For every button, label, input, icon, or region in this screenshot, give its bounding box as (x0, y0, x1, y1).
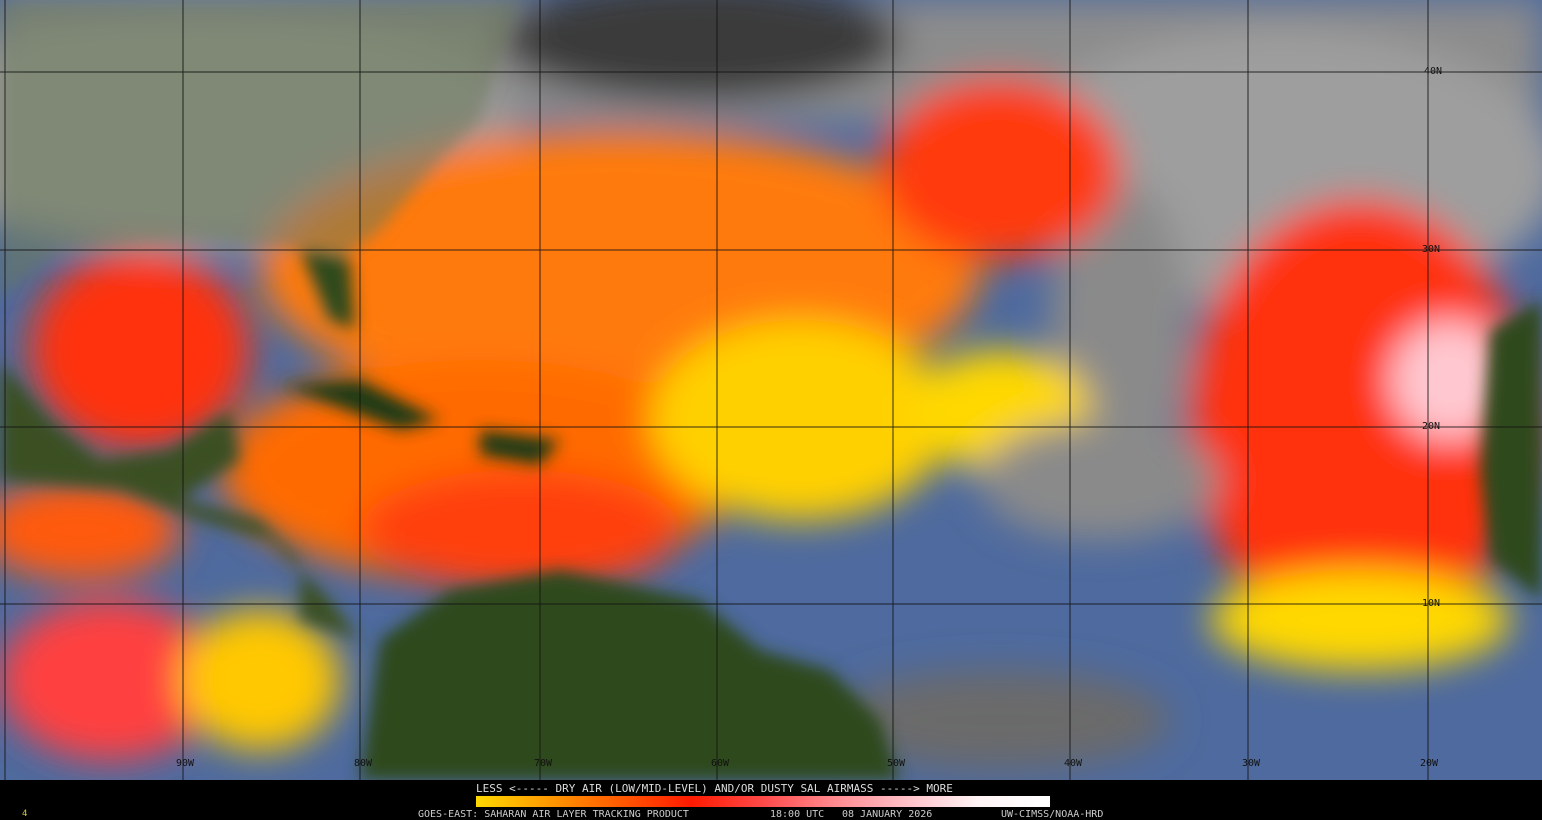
latitude-label: 20N (1422, 421, 1441, 432)
latitude-label: 30N (1422, 244, 1441, 255)
legend-title: LESS <----- DRY AIR (LOW/MID-LEVEL) AND/… (476, 782, 953, 795)
airmass-field (0, 0, 1542, 770)
lat-lon-grid (0, 0, 1542, 780)
frame-marker: 4 (22, 809, 28, 819)
longitude-label: 70W (534, 758, 553, 769)
longitude-label: 30W (1242, 758, 1261, 769)
product-name: GOES-EAST: SAHARAN AIR LAYER TRACKING PR… (418, 809, 689, 820)
longitude-label: 80W (354, 758, 373, 769)
latitude-label: 40N (1424, 66, 1443, 77)
legend-color-bar (476, 796, 1050, 807)
longitude-label: 40W (1064, 758, 1083, 769)
date-stamp: 08 JANUARY 2026 (842, 809, 933, 820)
time-stamp: 18:00 UTC (770, 809, 825, 820)
latitude-label: 10N (1422, 598, 1441, 609)
longitude-label: 20W (1420, 758, 1439, 769)
landmasses (0, 0, 1542, 780)
longitude-label: 60W (711, 758, 730, 769)
longitude-label: 50W (887, 758, 906, 769)
satellite-map (0, 0, 1542, 780)
longitude-label: 90W (176, 758, 195, 769)
credit: UW-CIMSS/NOAA-HRD (1001, 809, 1104, 820)
